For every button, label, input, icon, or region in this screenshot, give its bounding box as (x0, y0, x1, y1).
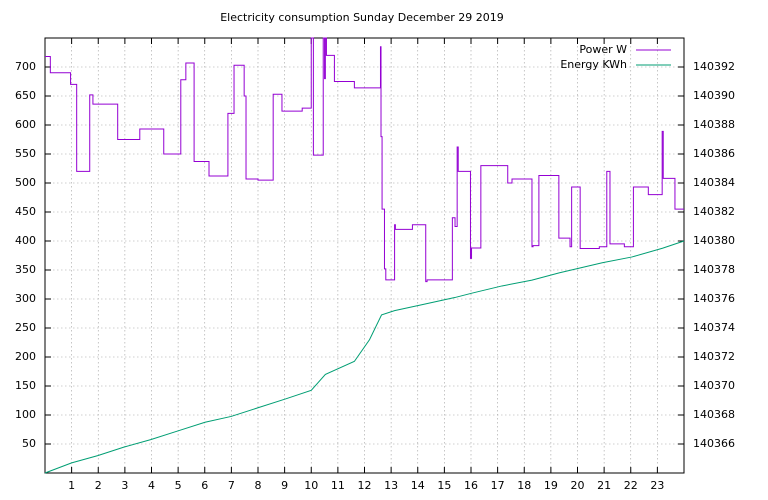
x-tick-label: 21 (597, 479, 611, 492)
y-tick-label: 700 (15, 60, 36, 73)
legend-label: Power W (579, 43, 627, 56)
x-tick-label: 18 (517, 479, 531, 492)
x-tick-label: 9 (281, 479, 288, 492)
y-tick-label: 600 (15, 118, 36, 131)
y2-tick-label: 140374 (693, 321, 735, 334)
y-tick-label: 100 (15, 408, 36, 421)
x-tick-label: 14 (411, 479, 425, 492)
x-tick-label: 3 (121, 479, 128, 492)
y2-tick-label: 140366 (693, 437, 735, 450)
y-tick-label: 300 (15, 292, 36, 305)
chart-title: Electricity consumption Sunday December … (220, 11, 504, 24)
x-tick-label: 1 (68, 479, 75, 492)
y2-tick-label: 140386 (693, 147, 735, 160)
y2-tick-label: 140392 (693, 60, 735, 73)
y-tick-label: 550 (15, 147, 36, 160)
x-tick-label: 15 (437, 479, 451, 492)
y-tick-label: 200 (15, 350, 36, 363)
y2-tick-label: 140376 (693, 292, 735, 305)
y-tick-label: 400 (15, 234, 36, 247)
data-line (45, 37, 684, 283)
y2-tick-label: 140372 (693, 350, 735, 363)
x-tick-label: 23 (650, 479, 664, 492)
y2-tick-label: 140390 (693, 89, 735, 102)
y2-tick-label: 140382 (693, 205, 735, 218)
y-tick-label: 350 (15, 263, 36, 276)
y-tick-label: 500 (15, 176, 36, 189)
y2-tick-label: 140380 (693, 234, 735, 247)
y2-tick-label: 140388 (693, 118, 735, 131)
y-tick-label: 150 (15, 379, 36, 392)
x-tick-label: 22 (624, 479, 638, 492)
y2-tick-label: 140370 (693, 379, 735, 392)
x-tick-label: 6 (201, 479, 208, 492)
y2-tick-label: 140368 (693, 408, 735, 421)
x-tick-label: 5 (175, 479, 182, 492)
y2-tick-label: 140384 (693, 176, 735, 189)
x-tick-label: 13 (384, 479, 398, 492)
data-line (44, 240, 685, 474)
y-tick-label: 250 (15, 321, 36, 334)
legend-label: Energy KWh (560, 58, 627, 71)
x-tick-label: 8 (255, 479, 262, 492)
x-tick-label: 17 (491, 479, 505, 492)
x-tick-label: 7 (228, 479, 235, 492)
x-tick-label: 12 (358, 479, 372, 492)
y-tick-label: 450 (15, 205, 36, 218)
x-tick-label: 10 (304, 479, 318, 492)
y-tick-label: 50 (22, 437, 36, 450)
y2-tick-label: 140378 (693, 263, 735, 276)
x-tick-label: 4 (148, 479, 155, 492)
x-tick-label: 2 (95, 479, 102, 492)
x-tick-label: 19 (544, 479, 558, 492)
x-tick-label: 16 (464, 479, 478, 492)
x-tick-label: 20 (571, 479, 585, 492)
x-tick-label: 11 (331, 479, 345, 492)
y-tick-label: 650 (15, 89, 36, 102)
